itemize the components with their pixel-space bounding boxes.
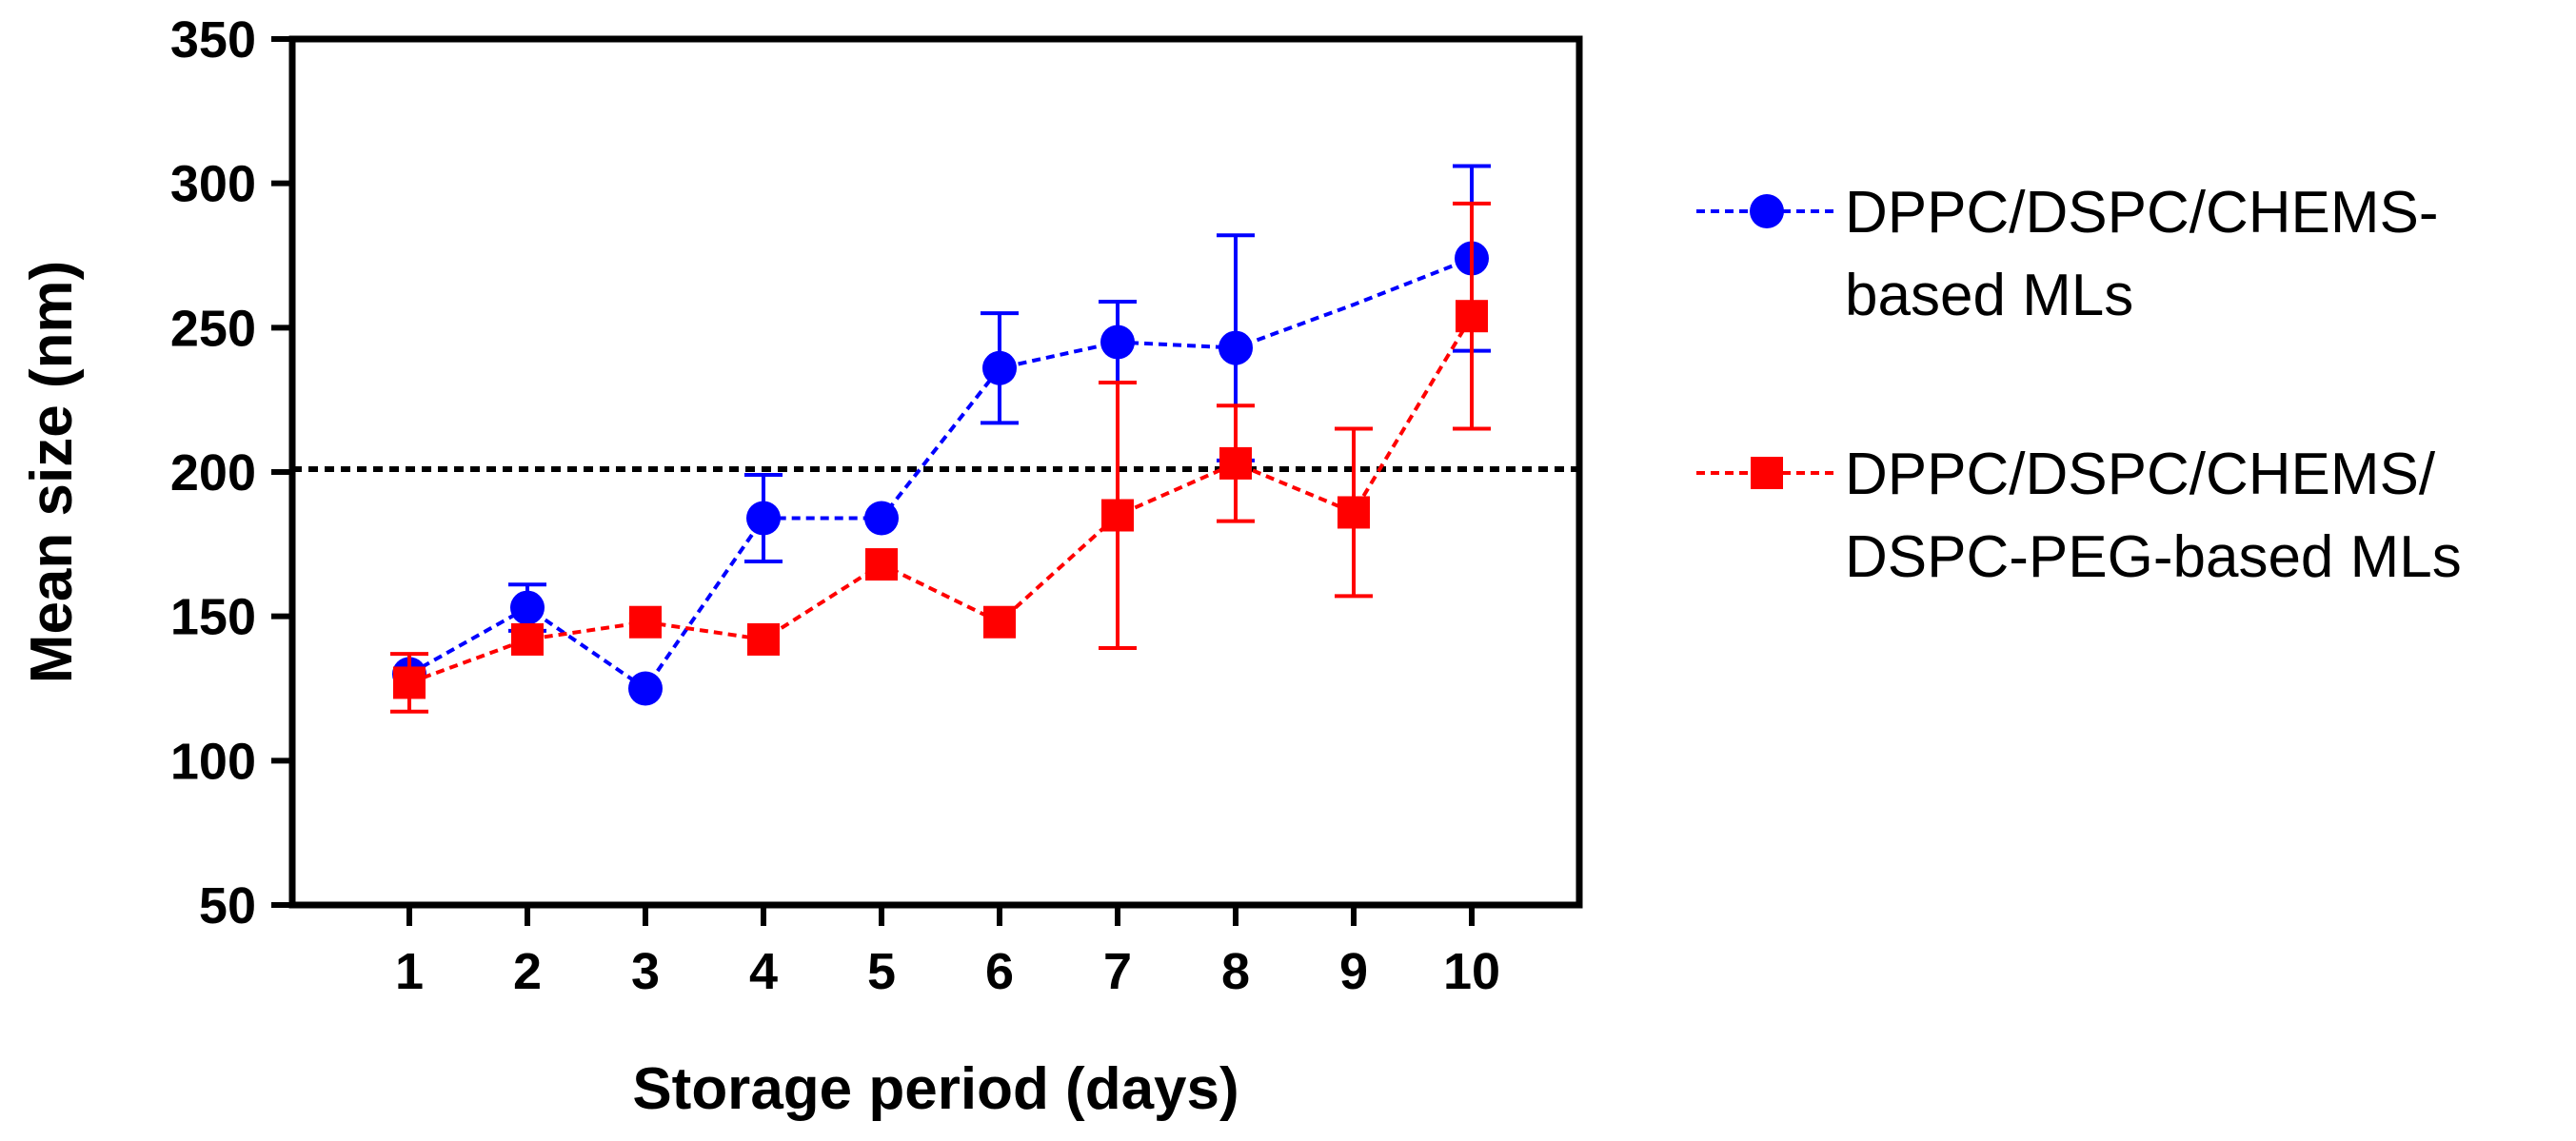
legend-label: based MLs — [1845, 263, 2133, 328]
x-tick-label: 2 — [513, 943, 542, 1000]
data-point — [1338, 496, 1370, 529]
y-tick-label: 250 — [170, 300, 256, 357]
x-axis-title: Storage period (days) — [632, 1056, 1238, 1122]
x-axis: 1 2 3 4 5 6 7 8 9 10 — [395, 905, 1500, 1000]
x-tick-label: 4 — [749, 943, 778, 1000]
series-line — [408, 256, 1473, 692]
x-tick-label: 10 — [1443, 943, 1500, 1000]
data-point — [629, 605, 662, 639]
legend-marker — [1750, 194, 1784, 228]
data-point — [1456, 300, 1488, 333]
data-point — [1101, 499, 1134, 532]
data-point — [510, 590, 545, 625]
y-tick-label: 350 — [170, 11, 256, 69]
x-tick-label: 8 — [1221, 943, 1250, 1000]
x-tick-label: 3 — [631, 943, 660, 1000]
data-point — [1219, 330, 1253, 365]
legend-label: DSPC-PEG-based MLs — [1845, 524, 2462, 590]
y-tick-label: 50 — [199, 877, 256, 934]
y-axis-title: Mean size (nm) — [19, 261, 85, 683]
x-tick-label: 7 — [1103, 943, 1132, 1000]
data-point — [747, 622, 780, 656]
data-point — [393, 666, 426, 699]
legend-label: DPPC/DSPC/CHEMS/ — [1845, 442, 2436, 507]
x-tick-label: 5 — [867, 943, 896, 1000]
data-point — [983, 605, 1016, 639]
x-tick-label: 9 — [1339, 943, 1368, 1000]
y-tick-label: 100 — [170, 733, 256, 790]
legend: DPPC/DSPC/CHEMS-based MLsDPPC/DSPC/CHEMS… — [1696, 180, 2462, 590]
x-tick-label: 1 — [395, 943, 424, 1000]
data-point — [746, 501, 781, 536]
data-point — [1219, 446, 1252, 480]
y-axis: 50 100 150 200 250 300 350 — [170, 11, 292, 934]
series-1 — [392, 164, 1491, 706]
data-point — [982, 350, 1017, 385]
data-point — [865, 548, 898, 581]
plot-area-frame — [288, 35, 1583, 909]
legend-label: DPPC/DSPC/CHEMS- — [1845, 180, 2439, 246]
series-2 — [390, 201, 1491, 714]
y-tick-label: 200 — [170, 444, 256, 502]
y-tick-label: 300 — [170, 156, 256, 213]
data-point — [511, 622, 544, 656]
series-line — [408, 315, 1474, 685]
data-point — [1100, 325, 1135, 360]
legend-marker — [1751, 457, 1783, 489]
data-point — [628, 671, 663, 706]
legend-item-2: DPPC/DSPC/CHEMS/DSPC-PEG-based MLs — [1696, 442, 2462, 590]
y-tick-label: 150 — [170, 589, 256, 646]
x-tick-label: 6 — [985, 943, 1014, 1000]
data-point — [864, 501, 899, 536]
series-layer — [390, 164, 1491, 714]
legend-item-1: DPPC/DSPC/CHEMS-based MLs — [1696, 180, 2439, 328]
